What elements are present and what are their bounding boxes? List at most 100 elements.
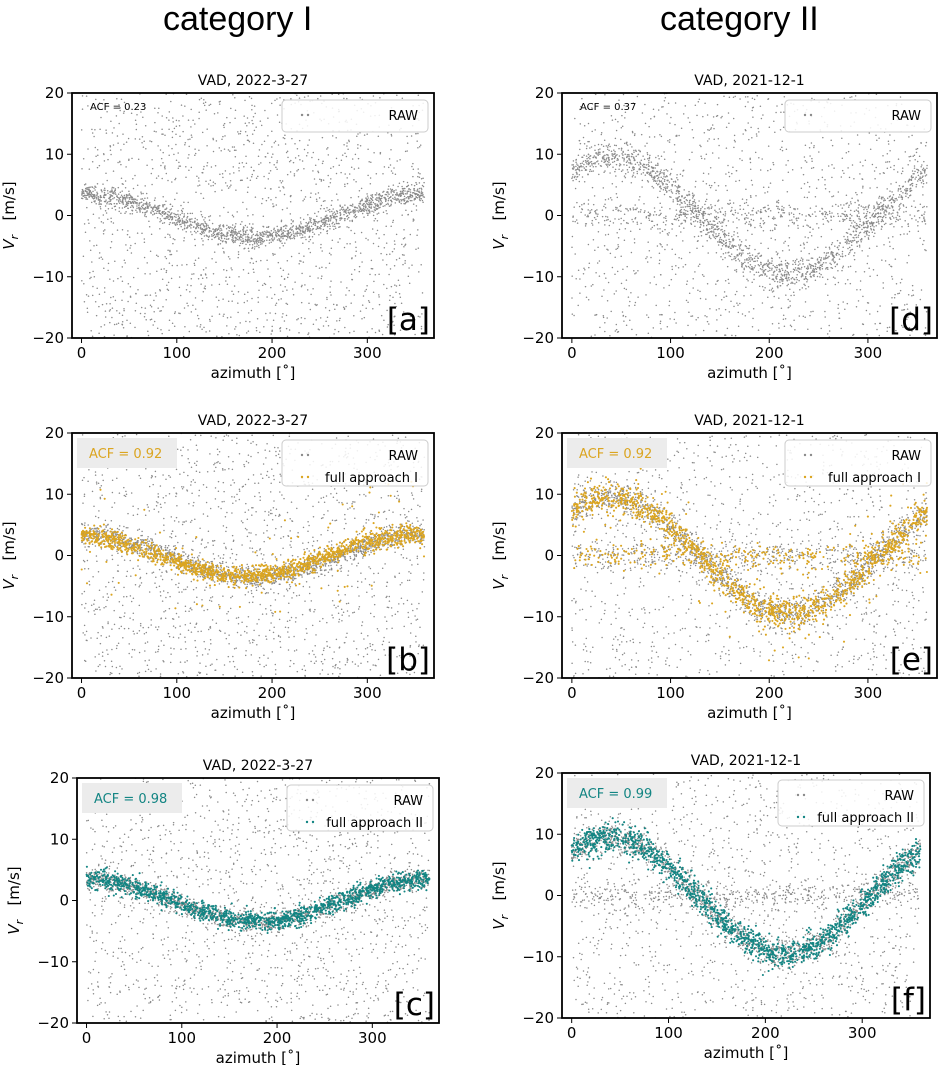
data-point xyxy=(401,253,404,256)
data-point xyxy=(108,635,111,637)
data-point xyxy=(323,207,325,210)
data-point xyxy=(285,314,288,317)
data-point xyxy=(189,212,192,215)
data-point xyxy=(245,162,248,164)
data-point xyxy=(387,192,389,194)
data-point xyxy=(163,210,165,213)
data-point xyxy=(136,201,138,204)
data-point xyxy=(402,529,404,532)
data-point xyxy=(271,235,273,237)
data-point xyxy=(320,247,322,249)
data-point xyxy=(315,183,317,185)
data-point xyxy=(199,224,201,227)
data-point xyxy=(368,206,371,209)
data-point xyxy=(111,316,113,319)
data-point xyxy=(384,616,386,618)
data-point xyxy=(103,191,106,194)
data-point xyxy=(244,240,247,242)
data-point xyxy=(315,566,318,568)
data-point xyxy=(163,661,165,663)
data-point xyxy=(271,232,273,235)
data-point xyxy=(333,228,335,231)
data-point xyxy=(98,102,101,104)
data-point xyxy=(331,222,333,225)
data-point xyxy=(416,189,418,192)
data-point xyxy=(326,229,329,232)
data-point xyxy=(258,236,261,239)
data-point xyxy=(419,626,421,629)
data-point xyxy=(261,238,264,241)
data-point xyxy=(251,119,253,122)
data-point xyxy=(374,205,377,207)
data-point xyxy=(203,98,205,101)
data-point xyxy=(274,99,276,102)
data-point xyxy=(240,581,242,584)
data-point xyxy=(181,210,184,213)
data-point xyxy=(98,305,100,308)
data-point xyxy=(321,162,324,165)
data-point xyxy=(375,233,378,235)
data-point xyxy=(110,202,112,205)
data-point xyxy=(352,501,354,503)
data-point xyxy=(238,490,241,492)
data-point xyxy=(177,213,179,216)
data-point xyxy=(394,173,397,175)
data-point xyxy=(99,531,101,534)
data-point xyxy=(290,219,293,221)
data-point xyxy=(253,105,256,107)
data-point xyxy=(155,295,157,297)
data-point xyxy=(365,549,367,551)
data-point xyxy=(244,583,246,585)
data-point xyxy=(361,317,363,320)
data-point xyxy=(169,250,171,253)
data-point xyxy=(125,166,127,168)
data-point xyxy=(120,163,122,166)
data-point xyxy=(208,226,211,229)
data-point xyxy=(417,193,420,196)
data-point xyxy=(188,218,191,220)
data-point xyxy=(400,302,403,305)
data-point xyxy=(271,614,274,617)
data-point xyxy=(154,205,156,208)
data-point xyxy=(346,215,348,218)
data-point xyxy=(246,125,248,127)
data-point xyxy=(309,308,312,311)
data-point xyxy=(129,285,132,288)
data-point xyxy=(153,130,156,133)
data-point xyxy=(365,237,367,240)
data-point xyxy=(305,221,307,224)
data-point xyxy=(173,215,176,218)
data-point xyxy=(188,145,190,148)
data-point xyxy=(345,636,347,638)
data-point xyxy=(390,285,393,288)
data-point xyxy=(215,575,217,577)
data-point xyxy=(255,326,258,329)
data-point xyxy=(251,507,253,509)
data-point xyxy=(163,212,166,215)
data-point xyxy=(256,238,258,240)
data-point xyxy=(220,234,222,237)
data-point xyxy=(229,179,232,182)
data-point xyxy=(391,541,393,544)
data-point xyxy=(364,204,367,206)
data-point xyxy=(402,193,405,195)
data-point xyxy=(180,225,182,228)
data-point xyxy=(284,225,286,227)
data-point xyxy=(400,192,403,195)
data-point xyxy=(324,564,326,566)
data-point xyxy=(177,586,179,589)
data-point xyxy=(202,197,205,199)
data-point xyxy=(295,572,297,575)
acf-label: ACF = 0.23 xyxy=(90,102,146,113)
data-point xyxy=(277,234,280,236)
data-point xyxy=(179,661,182,663)
data-point xyxy=(213,558,216,560)
data-point xyxy=(121,190,123,192)
data-point xyxy=(99,207,102,210)
data-point xyxy=(277,229,279,231)
data-point xyxy=(169,221,171,224)
data-point xyxy=(219,568,221,571)
data-point xyxy=(402,189,405,192)
data-point xyxy=(187,224,189,227)
data-point xyxy=(250,455,252,458)
